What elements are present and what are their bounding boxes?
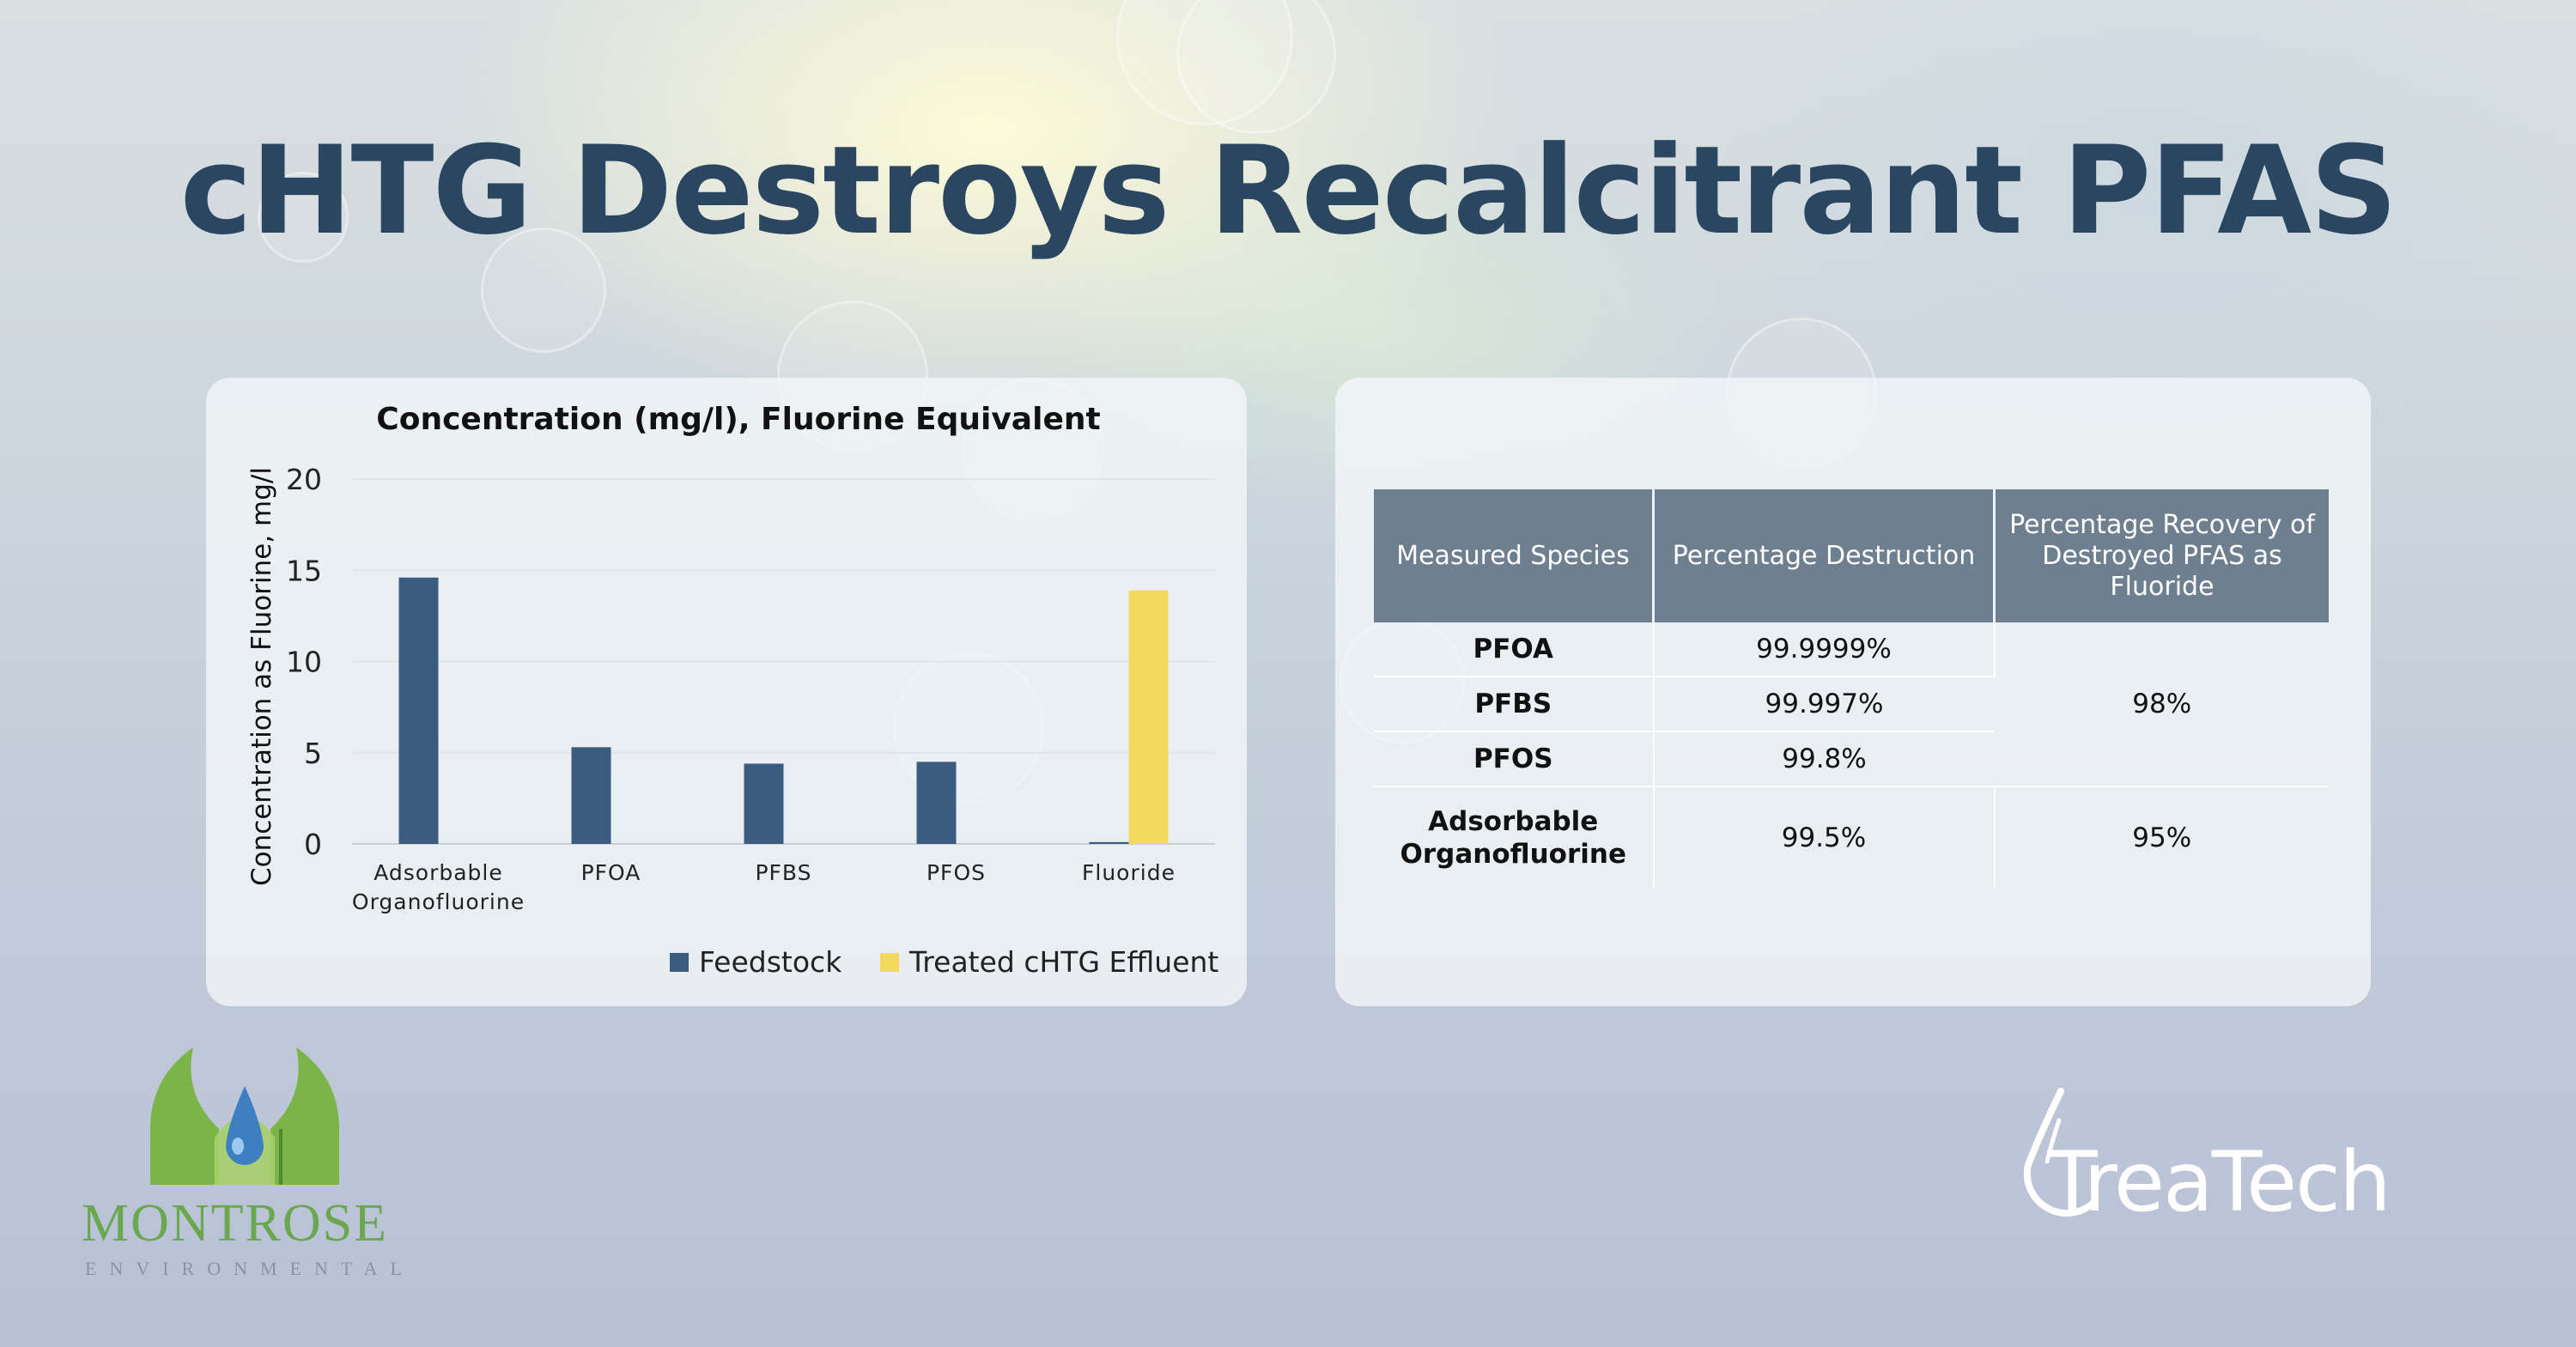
montrose-logo: MONTROSE ENVIRONMENTAL: [82, 1043, 408, 1283]
y-tick-label: 0: [304, 828, 322, 861]
y-tick-label: 20: [286, 463, 322, 496]
bar-feedstock: [398, 577, 439, 844]
x-tick-label: PFOA: [581, 860, 641, 885]
x-tick-label: Organofluorine: [352, 889, 525, 914]
header-recovery-line: Destroyed PFAS as: [2042, 540, 2282, 571]
montrose-name: MONTROSE: [82, 1194, 388, 1253]
legend-label: Treated cHTG Effluent: [908, 945, 1218, 979]
chart-title: Concentration (mg/l), Fluorine Equivalen…: [376, 402, 1100, 437]
y-axis-label: Concentration as Fluorine, mg/l: [246, 467, 277, 886]
y-tick-label: 5: [304, 737, 322, 770]
recovery-group-cell: 98%: [1994, 622, 2329, 787]
x-tick-label: Adsorbable: [374, 860, 503, 885]
species-line: Organofluorine: [1400, 839, 1626, 870]
legend-swatch: [670, 953, 689, 972]
recovery-cell: 95%: [2132, 822, 2192, 853]
species-cell: PFOS: [1374, 731, 1655, 787]
treatech-drop-icon: [2023, 1088, 2099, 1217]
destruction-cell: 99.9999%: [1653, 622, 1996, 677]
treatech-wordmark: TreaTech: [2047, 1134, 2391, 1230]
species-line: Adsorbable: [1428, 806, 1599, 837]
bokeh-circle: [1176, 0, 1336, 134]
treatech-logo: TreaTech: [2009, 1086, 2439, 1241]
table-panel: Measured Species Percentage Destruction …: [1335, 378, 2371, 1006]
header-percentage-recovery: Percentage Recovery of Destroyed PFAS as…: [1994, 489, 2329, 622]
x-tick-label: PFBS: [755, 860, 811, 885]
legend-label: Feedstock: [699, 945, 842, 979]
destruction-cell: 99.8%: [1653, 731, 1995, 787]
bar-feedstock: [1089, 841, 1129, 844]
species-cell: Adsorbable Organofluorine: [1374, 786, 1655, 889]
montrose-mark-icon: [150, 1047, 339, 1185]
header-percentage-destruction: Percentage Destruction: [1653, 489, 1996, 622]
bar-chart: Concentration (mg/l), Fluorine Equivalen…: [246, 402, 1218, 979]
bar-feedstock: [916, 761, 957, 844]
y-tick-label: 10: [286, 646, 322, 679]
destruction-table: Measured Species Percentage Destruction …: [1374, 489, 2329, 889]
treatech-name: TreaTech: [2047, 1134, 2390, 1230]
x-tick-label: PFOS: [927, 860, 986, 885]
y-tick-label: 15: [286, 554, 322, 587]
chart-panel: Concentration (mg/l), Fluorine Equivalen…: [206, 378, 1247, 1006]
species-cell: PFBS: [1374, 677, 1655, 732]
species-cell: PFOA: [1374, 622, 1655, 677]
bar-feedstock: [571, 747, 611, 844]
destruction-cell: 99.5%: [1653, 786, 1996, 889]
montrose-wordmark: MONTROSE ENVIRONMENTAL: [82, 1194, 408, 1279]
table-row: Adsorbable Organofluorine 99.5% 95%: [1374, 786, 2329, 889]
legend-swatch: [880, 953, 899, 972]
header-measured-species: Measured Species: [1374, 489, 1655, 622]
table-row: PFOA 99.9999% 98%: [1374, 622, 2329, 787]
destruction-cell: 99.997%: [1653, 677, 1995, 732]
bokeh-circle: [1116, 0, 1293, 125]
header-recovery-line: Fluoride: [2110, 571, 2215, 602]
bar-feedstock: [744, 763, 784, 844]
bar-treated-chtg-effluent: [1128, 590, 1169, 844]
page-title: cHTG Destroys Recalcitrant PFAS: [179, 120, 2398, 262]
table-row: PFOS 99.8%: [1374, 731, 2329, 787]
x-tick-label: Fluoride: [1082, 860, 1176, 885]
table-row: PFBS 99.997%: [1374, 677, 2329, 732]
montrose-sub: ENVIRONMENTAL: [85, 1258, 408, 1279]
header-recovery-line: Percentage Recovery of: [2009, 509, 2315, 540]
